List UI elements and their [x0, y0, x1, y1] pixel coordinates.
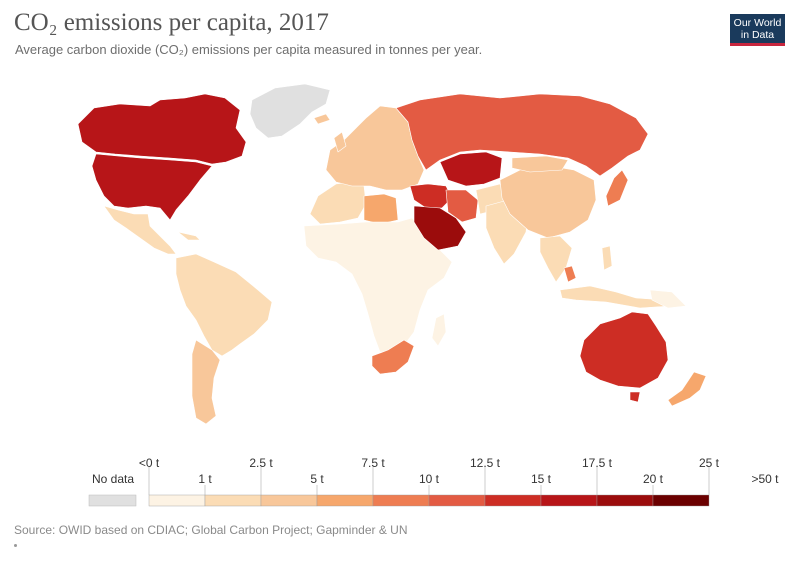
papua-new-guinea[interactable] [649, 289, 687, 309]
legend-lower-label-2: 10 t [419, 472, 440, 486]
logo-line-2: in Data [740, 29, 775, 41]
legend-bin-1[interactable] [204, 494, 262, 507]
iran[interactable] [445, 189, 479, 223]
south-america[interactable] [175, 253, 273, 357]
no-data-swatch [88, 494, 137, 507]
world-map [77, 83, 707, 425]
tasmania[interactable] [629, 391, 641, 403]
legend-bin-4[interactable] [372, 494, 430, 507]
saudi-arabia[interactable] [413, 205, 467, 251]
europe[interactable] [325, 105, 425, 191]
bullet-dot [14, 544, 17, 547]
legend-bins [148, 494, 710, 507]
legend-bin-0[interactable] [148, 494, 206, 507]
libya[interactable] [363, 193, 399, 225]
logo-line-1: Our World [733, 17, 782, 29]
mexico[interactable] [103, 205, 177, 255]
kazakhstan[interactable] [439, 151, 503, 187]
legend-lower-labels: 1 t 5 t 10 t 15 t 20 t >50 t [198, 472, 779, 486]
legend-ticks [148, 467, 710, 495]
madagascar[interactable] [431, 313, 447, 347]
canada[interactable] [77, 93, 247, 165]
legend-lower-label-1: 5 t [310, 472, 324, 486]
source-note: Source: OWID based on CDIAC; Global Carb… [14, 523, 408, 537]
legend-lower-label-3: 15 t [531, 472, 552, 486]
legend-upper-label-4: 17.5 t [582, 456, 613, 470]
legend-bin-6[interactable] [484, 494, 542, 507]
legend-upper-label-3: 12.5 t [470, 456, 501, 470]
caribbean[interactable] [177, 231, 201, 241]
mongolia[interactable] [511, 155, 569, 173]
new-zealand[interactable] [667, 371, 707, 407]
legend-lower-label-4: 20 t [643, 472, 664, 486]
legend-upper-label-0: <0 t [139, 456, 160, 470]
legend-bin-7[interactable] [540, 494, 598, 507]
legend-upper-label-1: 2.5 t [249, 456, 273, 470]
australia[interactable] [579, 311, 669, 389]
legend-upper-labels: <0 t 2.5 t 7.5 t 12.5 t 17.5 t 25 t [139, 456, 720, 470]
africa[interactable] [303, 217, 453, 353]
united-kingdom[interactable] [333, 131, 347, 153]
legend-upper-label-2: 7.5 t [361, 456, 385, 470]
color-legend: No data <0 t 2.5 t 7.5 t 12.5 t 17.5 t 25 t 1… [88, 456, 779, 507]
russia[interactable] [395, 93, 649, 177]
legend-bin-5[interactable] [428, 494, 486, 507]
chart-subtitle: Average carbon dioxide (CO₂) emissions p… [15, 42, 483, 57]
chart-title: CO₂ emissions per capita, 2017 [14, 9, 329, 36]
no-data-label: No data [92, 472, 134, 486]
malaysia[interactable] [563, 265, 577, 283]
united-states[interactable] [91, 153, 213, 221]
legend-bin-8[interactable] [596, 494, 654, 507]
owid-logo[interactable]: Our World in Data [730, 14, 785, 46]
argentina[interactable] [191, 339, 221, 425]
legend-upper-label-5: 25 t [699, 456, 720, 470]
legend-bin-3[interactable] [316, 494, 374, 507]
south-africa[interactable] [371, 339, 415, 375]
iceland[interactable] [313, 113, 331, 125]
legend-bin-2[interactable] [260, 494, 318, 507]
philippines[interactable] [601, 245, 613, 271]
legend-bin-9[interactable] [652, 494, 710, 507]
japan[interactable] [605, 169, 629, 207]
legend-lower-label-0: 1 t [198, 472, 212, 486]
middle-east[interactable] [409, 183, 453, 209]
greenland[interactable] [249, 83, 331, 139]
north-west-africa[interactable] [309, 181, 367, 225]
legend-lower-label-5: >50 t [751, 472, 779, 486]
south-east-asia[interactable] [539, 235, 573, 283]
